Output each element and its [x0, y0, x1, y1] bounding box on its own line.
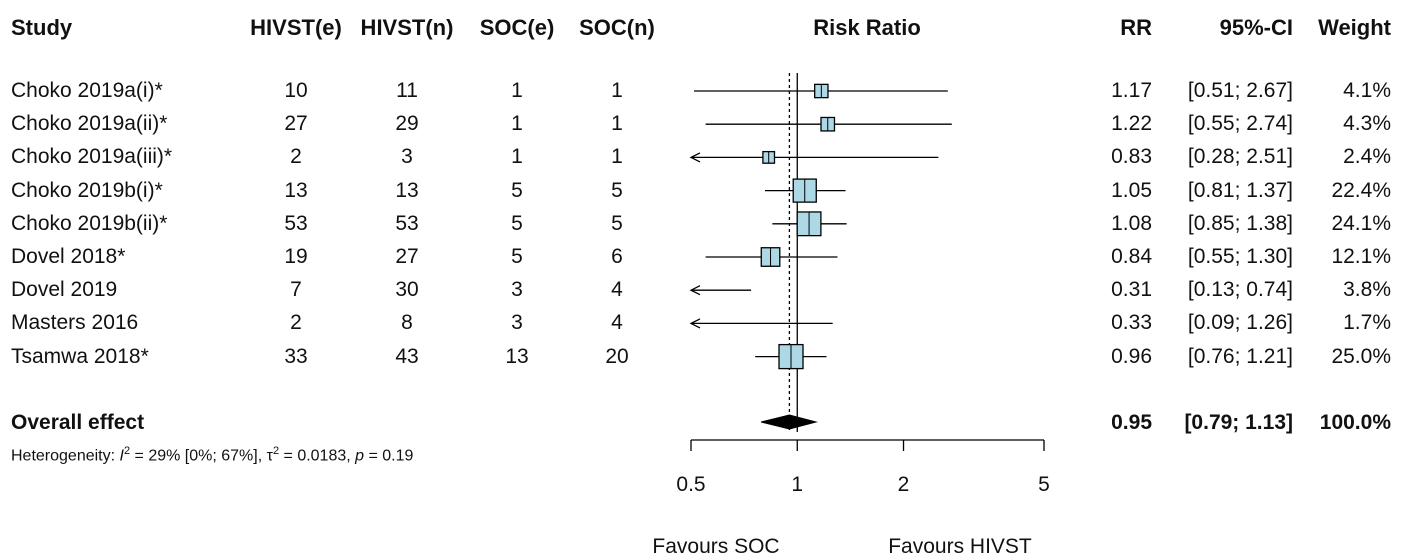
hivst-total: 8 — [401, 311, 413, 335]
soc-total: 6 — [611, 245, 623, 268]
header-study: Study — [11, 15, 73, 40]
overall-effect-label: Overall effect — [11, 411, 145, 434]
header-weight: Weight — [1318, 15, 1391, 40]
rr-value: 0.31 — [1111, 278, 1152, 302]
ci-value: [0.55; 1.30] — [1187, 245, 1293, 268]
hivst-total: 11 — [396, 79, 418, 102]
weight-value: 2.4% — [1343, 145, 1391, 169]
header-risk-ratio: Risk Ratio — [813, 15, 921, 40]
truncation-arrow — [689, 285, 701, 296]
study-name: Tsamwa 2018* — [11, 344, 149, 368]
weight-value: 12.1% — [1331, 245, 1391, 268]
hivst-events: 2 — [290, 145, 302, 169]
overall-weight: 100.0% — [1319, 411, 1391, 434]
truncation-arrow — [689, 152, 701, 163]
favours-hivst-label: Favours HIVST — [888, 535, 1032, 558]
soc-total: 4 — [611, 311, 623, 335]
weight-value: 25.0% — [1331, 344, 1391, 368]
hivst-total: 30 — [395, 278, 419, 302]
hivst-total: 29 — [395, 112, 419, 136]
soc-events: 1 — [511, 79, 523, 102]
ci-value: [0.28; 2.51] — [1187, 145, 1293, 169]
study-name: Dovel 2019 — [11, 278, 118, 302]
ci-value: [0.85; 1.38] — [1187, 211, 1293, 235]
hivst-events: 19 — [284, 245, 308, 268]
overall-ci: [0.79; 1.13] — [1184, 411, 1293, 434]
rr-value: 1.22 — [1111, 112, 1152, 136]
soc-total: 1 — [611, 112, 623, 136]
hivst-events: 7 — [290, 278, 302, 302]
x-tick-label: 0.5 — [676, 473, 705, 496]
rr-value: 1.05 — [1111, 178, 1152, 202]
truncation-arrow — [689, 318, 701, 329]
soc-total: 5 — [611, 211, 623, 235]
weight-value: 4.1% — [1343, 79, 1391, 102]
rr-value: 0.96 — [1111, 344, 1152, 368]
soc-total: 5 — [611, 178, 623, 202]
soc-events: 1 — [511, 145, 523, 169]
header-ci: 95%-CI — [1219, 15, 1293, 40]
x-tick-label: 5 — [1038, 473, 1050, 496]
hivst-events: 2 — [290, 311, 302, 335]
pooled-effect-diamond — [761, 414, 818, 430]
weight-value: 3.8% — [1343, 278, 1391, 302]
x-tick-label: 2 — [898, 473, 910, 496]
weight-value: 1.7% — [1343, 311, 1391, 335]
study-name: Masters 2016 — [11, 311, 139, 335]
soc-events: 3 — [511, 278, 523, 302]
hivst-total: 27 — [395, 245, 419, 268]
ci-value: [0.51; 2.67] — [1187, 79, 1293, 102]
x-tick-label: 1 — [791, 473, 803, 496]
hivst-total: 3 — [401, 145, 413, 169]
hivst-events: 13 — [284, 178, 308, 202]
soc-total: 4 — [611, 278, 623, 302]
soc-events: 3 — [511, 311, 523, 335]
favours-soc-label: Favours SOC — [652, 535, 780, 558]
soc-total: 1 — [611, 145, 623, 169]
hivst-total: 13 — [395, 178, 419, 202]
soc-events: 5 — [511, 245, 523, 268]
header-hivst-events: HIVST(e) — [250, 15, 342, 40]
ci-value: [0.09; 1.26] — [1187, 311, 1293, 335]
study-name: Choko 2019a(i)* — [11, 79, 163, 102]
soc-total: 1 — [611, 79, 623, 102]
ci-value: [0.76; 1.21] — [1187, 344, 1293, 368]
rr-value: 0.33 — [1111, 311, 1152, 335]
study-name: Choko 2019b(i)* — [11, 178, 163, 202]
weight-value: 4.3% — [1343, 112, 1391, 136]
header-soc-total: SOC(n) — [579, 15, 655, 40]
study-name: Choko 2019b(ii)* — [11, 211, 168, 235]
soc-total: 20 — [605, 344, 629, 368]
weight-value: 22.4% — [1331, 178, 1391, 202]
rr-value: 0.84 — [1111, 245, 1152, 268]
heterogeneity-statistics: Heterogeneity: I2 = 29% [0%; 67%], τ2 = … — [11, 445, 414, 465]
rr-value: 1.17 — [1111, 79, 1152, 102]
hivst-events: 10 — [284, 79, 308, 102]
ci-value: [0.13; 0.74] — [1187, 278, 1293, 302]
rr-value: 0.83 — [1111, 145, 1152, 169]
ci-value: [0.55; 2.74] — [1187, 112, 1293, 136]
hivst-events: 53 — [284, 211, 308, 235]
hivst-total: 53 — [395, 211, 419, 235]
study-name: Dovel 2018* — [11, 245, 126, 268]
header-rr: RR — [1120, 15, 1152, 40]
soc-events: 5 — [511, 211, 523, 235]
hivst-total: 43 — [395, 344, 419, 368]
study-name: Choko 2019a(iii)* — [11, 145, 173, 169]
rr-value: 1.08 — [1111, 211, 1152, 235]
overall-rr: 0.95 — [1111, 411, 1152, 434]
ci-value: [0.81; 1.37] — [1187, 178, 1293, 202]
soc-events: 1 — [511, 112, 523, 136]
hivst-events: 33 — [284, 344, 308, 368]
header-soc-events: SOC(e) — [479, 15, 555, 40]
soc-events: 13 — [505, 344, 529, 368]
header-hivst-total: HIVST(n) — [360, 15, 454, 40]
study-name: Choko 2019a(ii)* — [11, 112, 168, 136]
hivst-events: 27 — [284, 112, 308, 136]
weight-value: 24.1% — [1331, 211, 1391, 235]
soc-events: 5 — [511, 178, 523, 202]
